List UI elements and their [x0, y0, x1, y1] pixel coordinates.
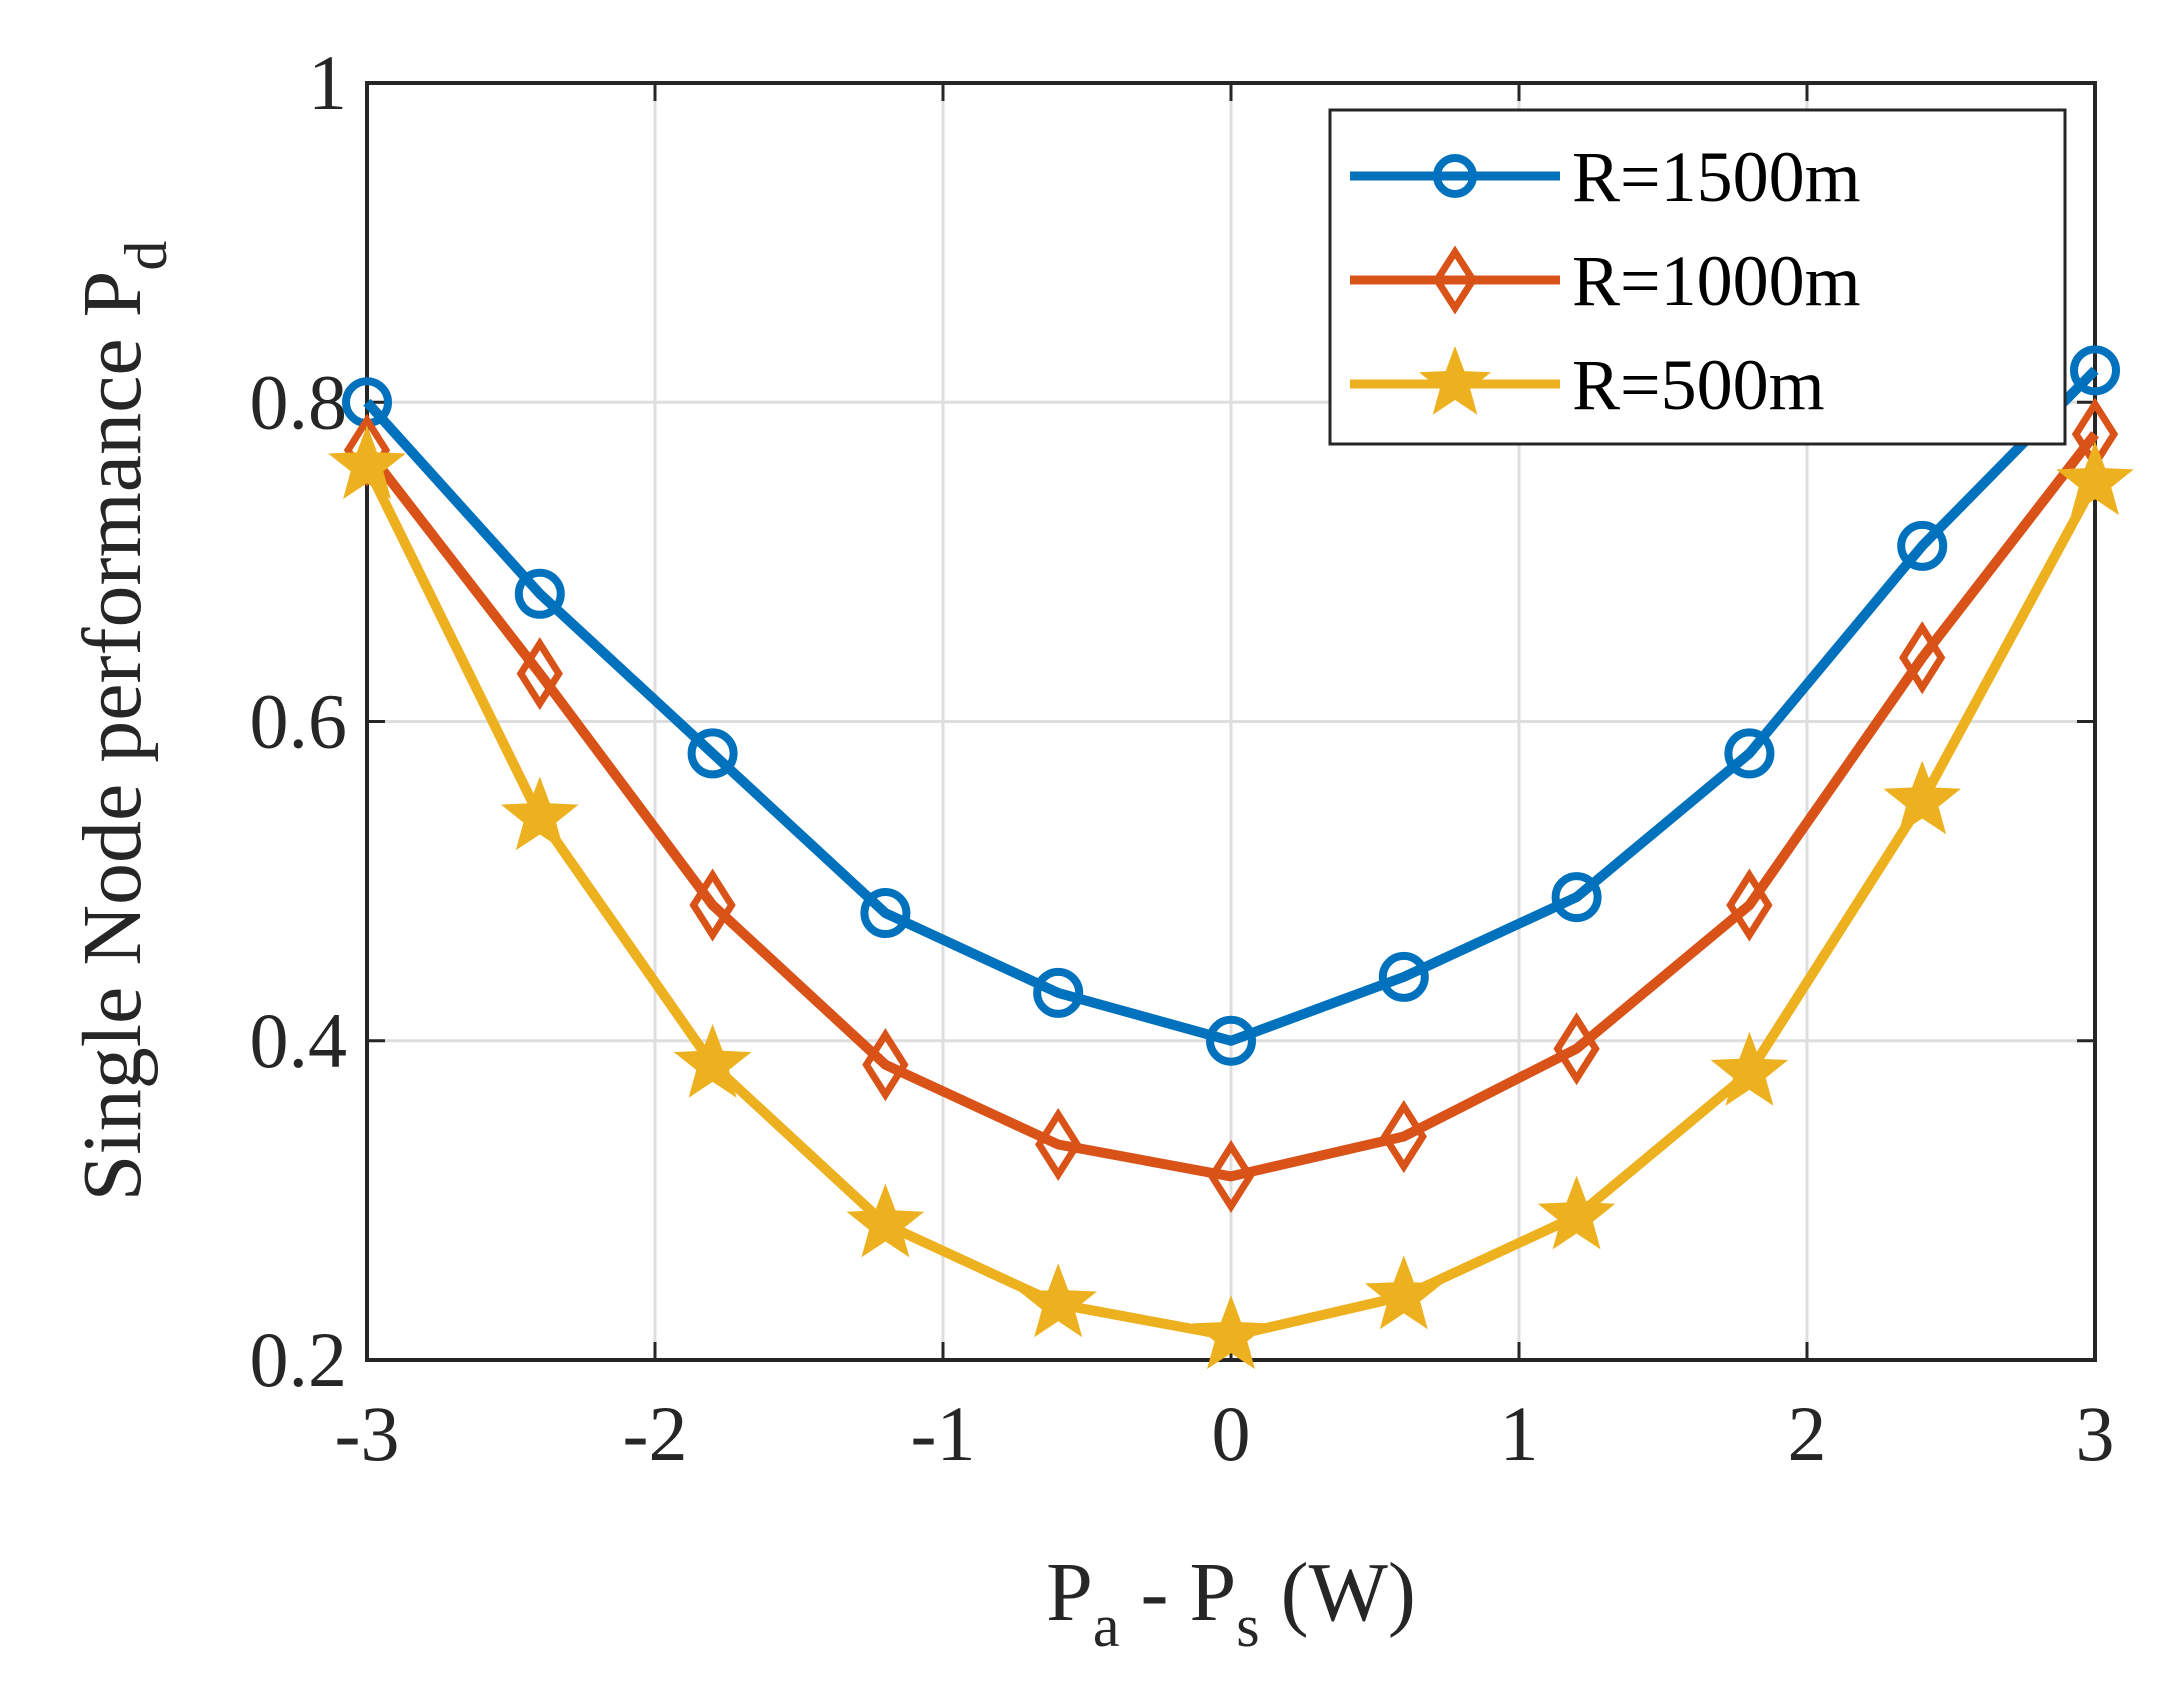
- data-point: [1019, 1263, 1098, 1338]
- x-axis-title: Pa - Ps (W): [1046, 1546, 1416, 1659]
- legend-label-r500: R=500m: [1572, 345, 1825, 425]
- legend-item-r1500: R=1500m: [1350, 137, 1861, 217]
- x-tick-label: -3: [335, 1390, 400, 1477]
- data-point: [1033, 967, 1084, 1018]
- data-point: [1883, 760, 1962, 835]
- legend: R=1500m R=1000m R=500m: [1328, 108, 2067, 446]
- data-point: [1724, 728, 1775, 779]
- x-tick-label: -2: [623, 1390, 688, 1477]
- y-tick-label: 0.4: [250, 997, 348, 1084]
- data-point: [1899, 621, 1946, 695]
- data-point: [687, 728, 738, 779]
- y-tick-label: 0.2: [250, 1316, 348, 1403]
- data-point: [846, 1183, 925, 1258]
- data-point: [1207, 1139, 1255, 1213]
- legend-item-r500: R=500m: [1350, 345, 1825, 425]
- data-point: [500, 776, 579, 851]
- x-tick-label: 3: [2076, 1390, 2115, 1477]
- series-layer: [328, 345, 2134, 1370]
- x-tick-label: 1: [1500, 1390, 1539, 1477]
- data-point: [328, 425, 406, 500]
- data-point: [1206, 1015, 1256, 1066]
- data-point: [1726, 868, 1773, 942]
- data-point: [2056, 441, 2134, 516]
- data-point: [516, 637, 563, 711]
- data-point: [1710, 1031, 1789, 1106]
- legend-marker-star: [1418, 346, 1492, 415]
- legend-item-r1000: R=1000m: [1350, 241, 1861, 321]
- data-point: [1551, 872, 1602, 923]
- legend-label-r1000: R=1000m: [1572, 241, 1861, 321]
- x-tick-label: -1: [911, 1390, 976, 1477]
- legend-label-r1500: R=1500m: [1572, 137, 1861, 217]
- data-point: [1192, 1295, 1270, 1370]
- x-tick-label: 2: [1788, 1390, 1827, 1477]
- series-line-r-1500m: [363, 366, 2099, 1046]
- data-point: [1537, 1175, 1616, 1250]
- legend-marker-circle: [1433, 154, 1477, 198]
- data-point: [1364, 1255, 1443, 1330]
- y-axis-title: Single Node performance Pd: [66, 241, 179, 1202]
- data-point: [673, 1023, 752, 1098]
- data-point: [2070, 345, 2120, 396]
- data-point: [689, 868, 736, 942]
- ticks: -3 -2 -1 0 1 2 3 0.2 0.4 0.6 0.8 1: [250, 39, 2115, 1477]
- series-r-500m: [328, 425, 2134, 1370]
- data-point: [1035, 1107, 1082, 1182]
- data-point: [862, 1028, 909, 1102]
- y-tick-label: 1: [308, 39, 347, 126]
- data-point: [514, 568, 565, 619]
- data-point: [860, 888, 911, 939]
- series-r-1000m: [343, 397, 2119, 1213]
- legend-marker-diamond: [1432, 245, 1478, 315]
- series-line-r-1000m: [363, 431, 2099, 1182]
- x-tick-label: 0: [1212, 1390, 1251, 1477]
- y-tick-label: 0.8: [250, 358, 348, 445]
- data-point: [1378, 951, 1429, 1002]
- data-point: [1380, 1099, 1427, 1174]
- data-point: [1553, 1012, 1600, 1086]
- y-tick-label: 0.6: [250, 678, 348, 765]
- data-point: [1897, 520, 1948, 571]
